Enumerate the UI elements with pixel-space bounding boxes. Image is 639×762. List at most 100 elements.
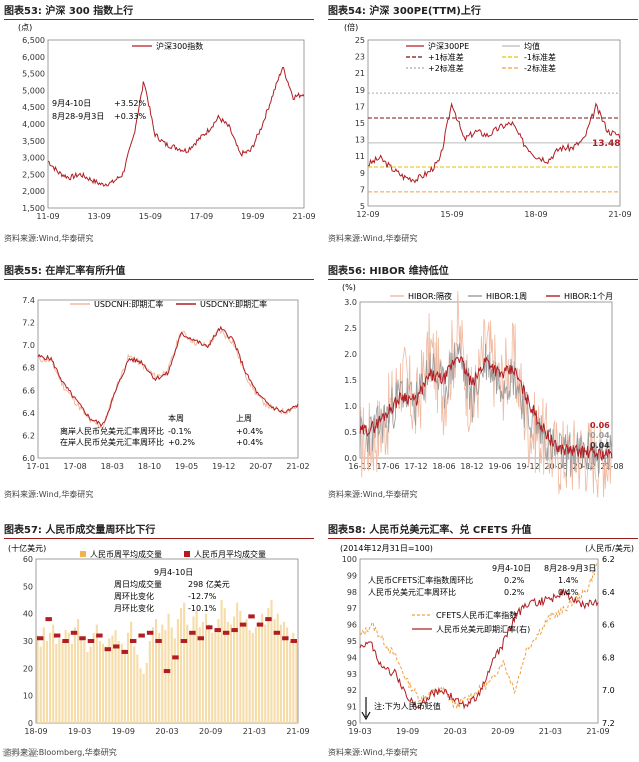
plot-frame-c58 [359,558,599,724]
bar-monthly-volume [87,639,95,643]
table-cell-c55: +0.4% [236,427,263,436]
x-tick-label-c58: 20-09 [491,727,514,736]
bar-monthly-volume [214,628,221,633]
bar-weekly-volume [242,624,245,723]
y-label-left-c58: (2014年12月31日=100) [340,543,433,553]
bar-weekly-volume [102,643,105,723]
bar-monthly-volume [231,628,238,633]
y-tick-label-c57: 10 [23,692,33,701]
axis-note-c58: 注:下为人民币贬值 [374,701,441,711]
bar-weekly-volume [52,624,55,723]
bar-monthly-volume [45,617,52,622]
table-cell-c58: 0.2% [504,576,525,585]
bar-weekly-volume [229,624,232,723]
y-tick-label-c54: 11 [355,152,365,161]
series-line-c58-usdcny [359,588,599,710]
y-tick-label-c57: 30 [23,637,33,646]
y-tick-label-c54: 9 [360,169,365,178]
bar-weekly-volume [295,641,298,723]
chart-c55: 7.4 7.2 7.0 6.8 6.6 6.4 6.2 6.017-01 17-08 18-03 1… [22,296,309,471]
watermark: 证券之星 [2,749,39,759]
info-label-c57: 周日均成交量 [114,579,162,589]
bar-weekly-volume [92,632,95,723]
info-value-c57: -10.1% [188,604,217,613]
bar-weekly-volume [208,624,211,723]
bar-monthly-volume [172,655,179,660]
annotation-label-c53: 8月28-9月3日 [52,112,104,121]
y-tick-label-c58: 91 [347,703,357,712]
x-tick-label-c53: 21-09 [292,212,315,221]
x-tick-label-c56: 19-12 [516,462,539,471]
bar-weekly-volume [48,632,52,723]
bar-weekly-volume [77,619,80,723]
table-row-label-c55: 在岸人民币兑美元汇率周环比 [60,437,164,447]
bar-monthly-volume [104,647,112,652]
bar-weekly-volume [261,613,264,723]
legend-label-c58: 人民币兑美元即期汇率(右) [436,624,530,634]
bar-weekly-volume [214,630,217,723]
chart-title-c53: 图表53: 沪深 300 指数上行 [4,2,314,20]
x-tick-label-c53: 17-09 [190,212,213,221]
plot-frame-c57 [35,558,299,724]
x-tick-label-c54: 12-09 [356,210,379,219]
x-tick-label-c53: 15-09 [139,212,162,221]
x-tick-label-c55: 21-02 [286,462,309,471]
bar-monthly-volume [180,639,188,643]
down-arrow-icon [361,697,371,721]
y-tick-label-right-c58: 6.2 [602,555,615,564]
bar-weekly-volume [189,632,192,723]
y-tick-label-c55: 6.2 [22,431,35,440]
source-c55: 资料来源:Wind,华泰研究 [4,490,94,499]
series-line-c58-cfets [359,562,599,709]
bar-weekly-volume [179,608,183,723]
bar-weekly-volume [126,632,130,723]
bar-weekly-volume [158,632,161,723]
x-tick-label-c58: 19-09 [396,727,419,736]
legend-swatch-c57 [80,551,86,557]
table-row-label-c58: 人民币兑美元汇率周环比 [368,587,456,597]
bar-weekly-volume [139,668,142,723]
y-tick-label-c55: 7.0 [22,341,35,350]
bar-monthly-volume [79,636,86,641]
table-row-label-c58: 人民币CFETS汇率指数周环比 [368,575,473,585]
bar-monthly-volume [129,639,137,643]
x-tick-label-c57: 18-09 [24,727,47,736]
y-tick-label-c54: 13 [355,136,365,145]
y-tick-label-c54: 15 [355,119,365,128]
table-header-c58: 8月28-9月3日 [544,564,596,573]
bar-weekly-volume [276,613,279,723]
end-label-c56: 0.04 [590,441,610,450]
chart-c53: (点) 6,500 6,000 5,500 5,000 4,500 4,000 3,500 3,… [18,23,316,221]
bar-monthly-volume [290,639,297,643]
y-tick-label-c53: 5,000 [22,86,45,95]
bar-weekly-volume [248,630,251,723]
legend-label-c54: 均值 [524,41,540,51]
bar-monthly-volume [206,625,213,630]
bar-weekly-volume [130,621,133,723]
panel-c56: 图表56: HIBOR 维持低位 (%) 3.0 2.5 2.0 1.5 1.0 0.5 0.… [328,262,639,510]
y-tick-label-c54: 21 [355,69,365,78]
legend-label-c56: HIBOR:1周 [486,292,527,301]
table-cell-c58: 0.2% [504,588,525,597]
info-date-c57: 9月4-10日 [154,568,193,577]
x-tick-label-c54: 18-09 [524,210,547,219]
y-tick-label-c53: 3,500 [22,137,45,146]
source-c56: 资料来源:Wind,华泰研究 [328,490,418,499]
bar-weekly-volume [145,662,148,723]
table-cell-c58: 1.4% [558,576,579,585]
y-tick-label-c57: 20 [23,664,33,673]
bar-monthly-volume [138,633,145,638]
legend-swatch-c57 [184,551,190,557]
bar-weekly-volume [95,624,98,723]
info-value-c57: -12.7% [188,592,217,601]
bar-monthly-volume [197,636,205,641]
chart-c58: (2014年12月31日=100) (人民币/美元) 100 99 98 97 96 95 94… [340,543,634,736]
table-cell-c58: 0.4% [558,588,579,597]
chart-c57: (十亿美元) 60 50 40 30 20 10 018-09 19-03 19-09 20-03 2… [8,543,310,736]
bar-weekly-volume [45,641,48,723]
bar-weekly-volume [204,613,208,723]
bar-weekly-volume [111,635,114,723]
bar-weekly-volume [142,673,145,723]
x-tick-label-c55: 20-07 [249,462,272,471]
y-tick-label-c56: 3.0 [344,298,357,307]
